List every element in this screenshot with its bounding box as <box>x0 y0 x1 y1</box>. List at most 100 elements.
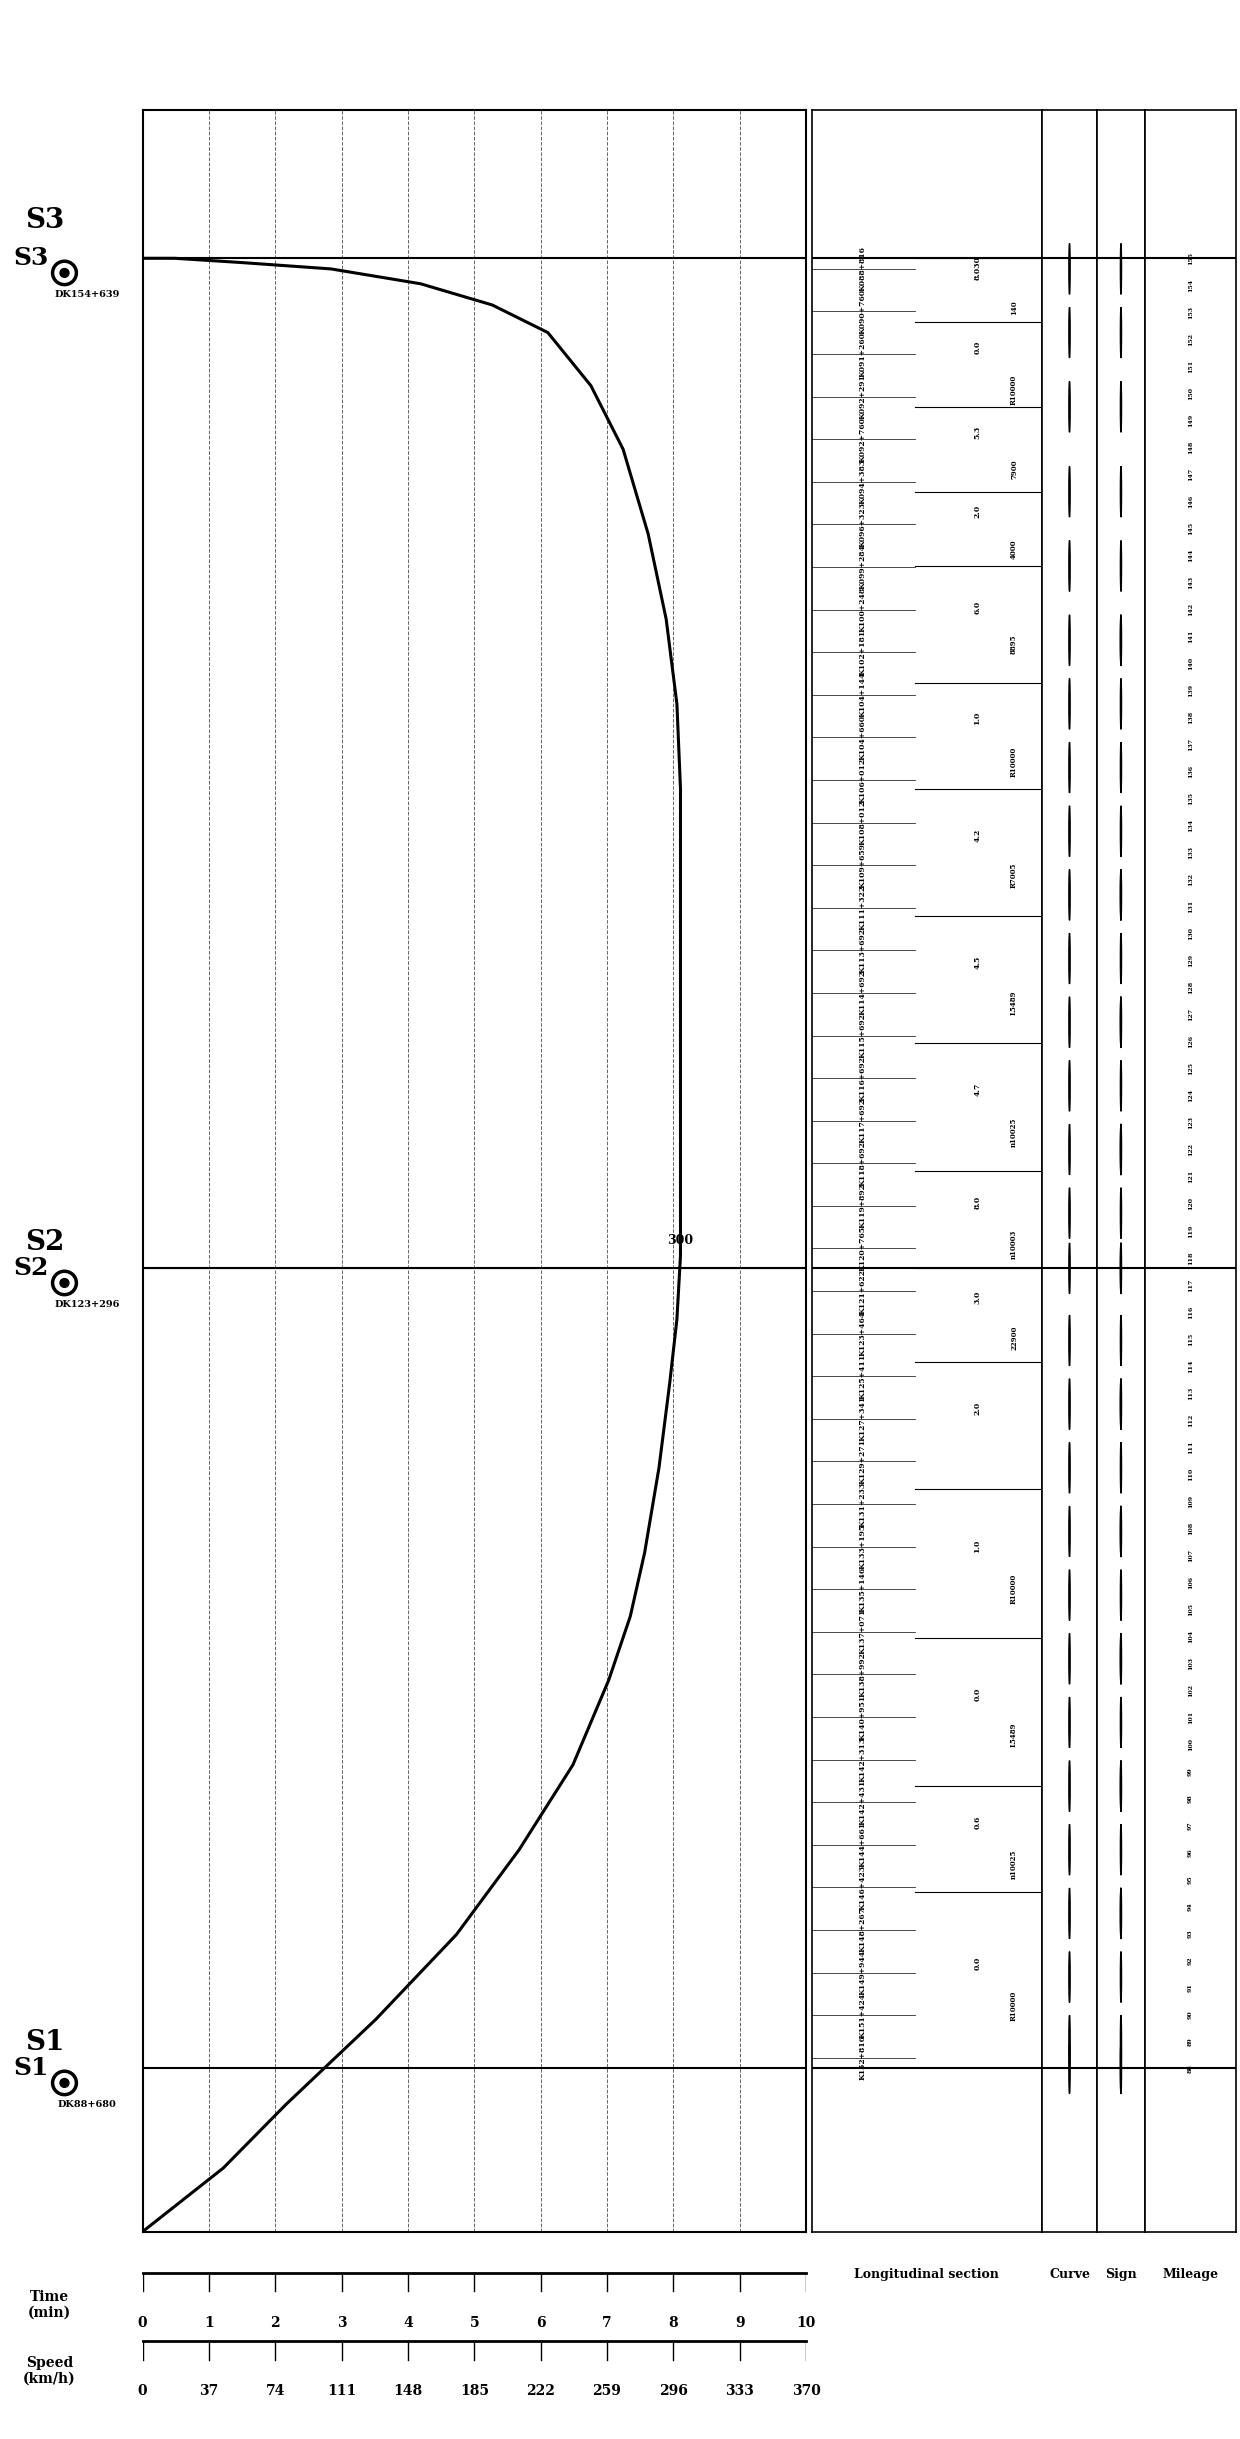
Text: 98: 98 <box>1188 1793 1193 1802</box>
Circle shape <box>60 268 69 278</box>
Text: K092+291: K092+291 <box>858 373 867 420</box>
Circle shape <box>1069 307 1070 359</box>
Circle shape <box>1069 1061 1070 1112</box>
Text: n10025: n10025 <box>1011 1117 1018 1146</box>
Text: 4.7: 4.7 <box>973 1083 981 1098</box>
Text: 333: 333 <box>725 2385 754 2398</box>
Text: 145: 145 <box>1188 522 1193 534</box>
Text: K104+144: K104+144 <box>858 673 867 717</box>
Text: K127+341: K127+341 <box>858 1395 867 1441</box>
Circle shape <box>1069 1378 1070 1429</box>
Text: 22900: 22900 <box>1011 1327 1018 1351</box>
Text: 104: 104 <box>1188 1629 1193 1641</box>
Text: 120: 120 <box>1188 1198 1193 1210</box>
Text: R10000: R10000 <box>1011 1990 1018 2022</box>
Text: Mileage: Mileage <box>1162 2268 1219 2280</box>
Text: 4.5: 4.5 <box>973 956 981 968</box>
Text: 131: 131 <box>1188 900 1193 912</box>
Text: 140: 140 <box>1188 656 1193 671</box>
Text: 6.0: 6.0 <box>973 600 981 615</box>
Text: S1: S1 <box>25 2029 64 2056</box>
Text: 105: 105 <box>1188 1602 1193 1615</box>
Text: L5489: L5489 <box>1011 1722 1018 1746</box>
Text: 88: 88 <box>1188 2063 1193 2073</box>
Circle shape <box>1069 1124 1070 1176</box>
Text: 121: 121 <box>1188 1171 1193 1183</box>
Text: 10: 10 <box>796 2317 816 2329</box>
Text: K104+660: K104+660 <box>858 715 867 761</box>
Text: 37: 37 <box>200 2385 218 2398</box>
Text: 112: 112 <box>1188 1412 1193 1427</box>
Text: 122: 122 <box>1188 1144 1193 1156</box>
Circle shape <box>1069 934 1070 983</box>
Circle shape <box>1069 615 1070 666</box>
Text: 152: 152 <box>1188 332 1193 346</box>
Text: 143: 143 <box>1188 576 1193 590</box>
Text: K125+411: K125+411 <box>858 1354 867 1400</box>
Text: 135: 135 <box>1188 793 1193 805</box>
Text: K113+692: K113+692 <box>858 927 867 973</box>
Text: K096+323: K096+323 <box>858 502 867 546</box>
Text: 132: 132 <box>1188 873 1193 885</box>
Text: K090+760: K090+760 <box>858 288 867 334</box>
Circle shape <box>1069 380 1070 432</box>
Text: 124: 124 <box>1188 1090 1193 1102</box>
Text: 101: 101 <box>1188 1710 1193 1724</box>
Text: Longitudinal section: Longitudinal section <box>854 2268 999 2280</box>
Text: K137+071: K137+071 <box>858 1610 867 1654</box>
Circle shape <box>1069 466 1070 517</box>
Text: 185: 185 <box>460 2385 489 2398</box>
Text: DK154+639: DK154+639 <box>55 290 119 300</box>
Text: K131+233: K131+233 <box>858 1480 867 1527</box>
Text: 126: 126 <box>1188 1034 1193 1049</box>
Text: K140+951: K140+951 <box>858 1695 867 1739</box>
Text: 8.0: 8.0 <box>973 1195 981 1210</box>
Text: 6: 6 <box>536 2317 546 2329</box>
Text: 123: 123 <box>1188 1117 1193 1129</box>
Text: K102+181: K102+181 <box>858 629 867 676</box>
Text: 8: 8 <box>668 2317 678 2329</box>
Text: K108+012: K108+012 <box>858 800 867 846</box>
Text: 125: 125 <box>1188 1063 1193 1076</box>
Text: 130: 130 <box>1188 927 1193 939</box>
Text: 5: 5 <box>470 2317 479 2329</box>
Text: K099+284: K099+284 <box>858 544 867 590</box>
Text: 110: 110 <box>1188 1468 1193 1480</box>
Circle shape <box>1069 998 1070 1049</box>
Text: 117: 117 <box>1188 1278 1193 1293</box>
Text: 4.2: 4.2 <box>973 829 981 841</box>
Text: 1.0: 1.0 <box>973 712 981 724</box>
Text: K129+271: K129+271 <box>858 1439 867 1483</box>
Text: S2: S2 <box>25 1229 64 1256</box>
Text: 0.6: 0.6 <box>973 1815 981 1829</box>
Text: 119: 119 <box>1188 1224 1193 1237</box>
Text: 149: 149 <box>1188 415 1193 427</box>
Text: L5489: L5489 <box>1011 990 1018 1015</box>
Text: 114: 114 <box>1188 1359 1193 1373</box>
Text: 144: 144 <box>1188 549 1193 561</box>
Text: 222: 222 <box>526 2385 556 2398</box>
Text: 107: 107 <box>1188 1549 1193 1561</box>
Text: S3: S3 <box>25 207 64 234</box>
Text: 134: 134 <box>1188 820 1193 832</box>
Circle shape <box>1069 1505 1070 1556</box>
Text: 94: 94 <box>1188 1902 1193 1910</box>
Text: K135+146: K135+146 <box>858 1566 867 1612</box>
Text: 146: 146 <box>1188 495 1193 507</box>
Circle shape <box>60 1278 69 1288</box>
Text: DK88+680: DK88+680 <box>57 2100 117 2110</box>
Circle shape <box>52 1271 77 1295</box>
Text: K116+692: K116+692 <box>858 1056 867 1100</box>
Text: 148: 148 <box>1188 441 1193 454</box>
Text: 106: 106 <box>1188 1576 1193 1588</box>
Text: K117+692: K117+692 <box>858 1098 867 1144</box>
Text: 109: 109 <box>1188 1495 1193 1507</box>
Text: 96: 96 <box>1188 1849 1193 1856</box>
Text: 133: 133 <box>1188 846 1193 859</box>
Text: R10000: R10000 <box>1011 376 1018 405</box>
Text: 111: 111 <box>1188 1439 1193 1454</box>
Text: K088+816: K088+816 <box>858 246 867 290</box>
Text: 259: 259 <box>593 2385 621 2398</box>
Text: K142+431: K142+431 <box>858 1780 867 1824</box>
Text: 140: 140 <box>1011 300 1018 315</box>
